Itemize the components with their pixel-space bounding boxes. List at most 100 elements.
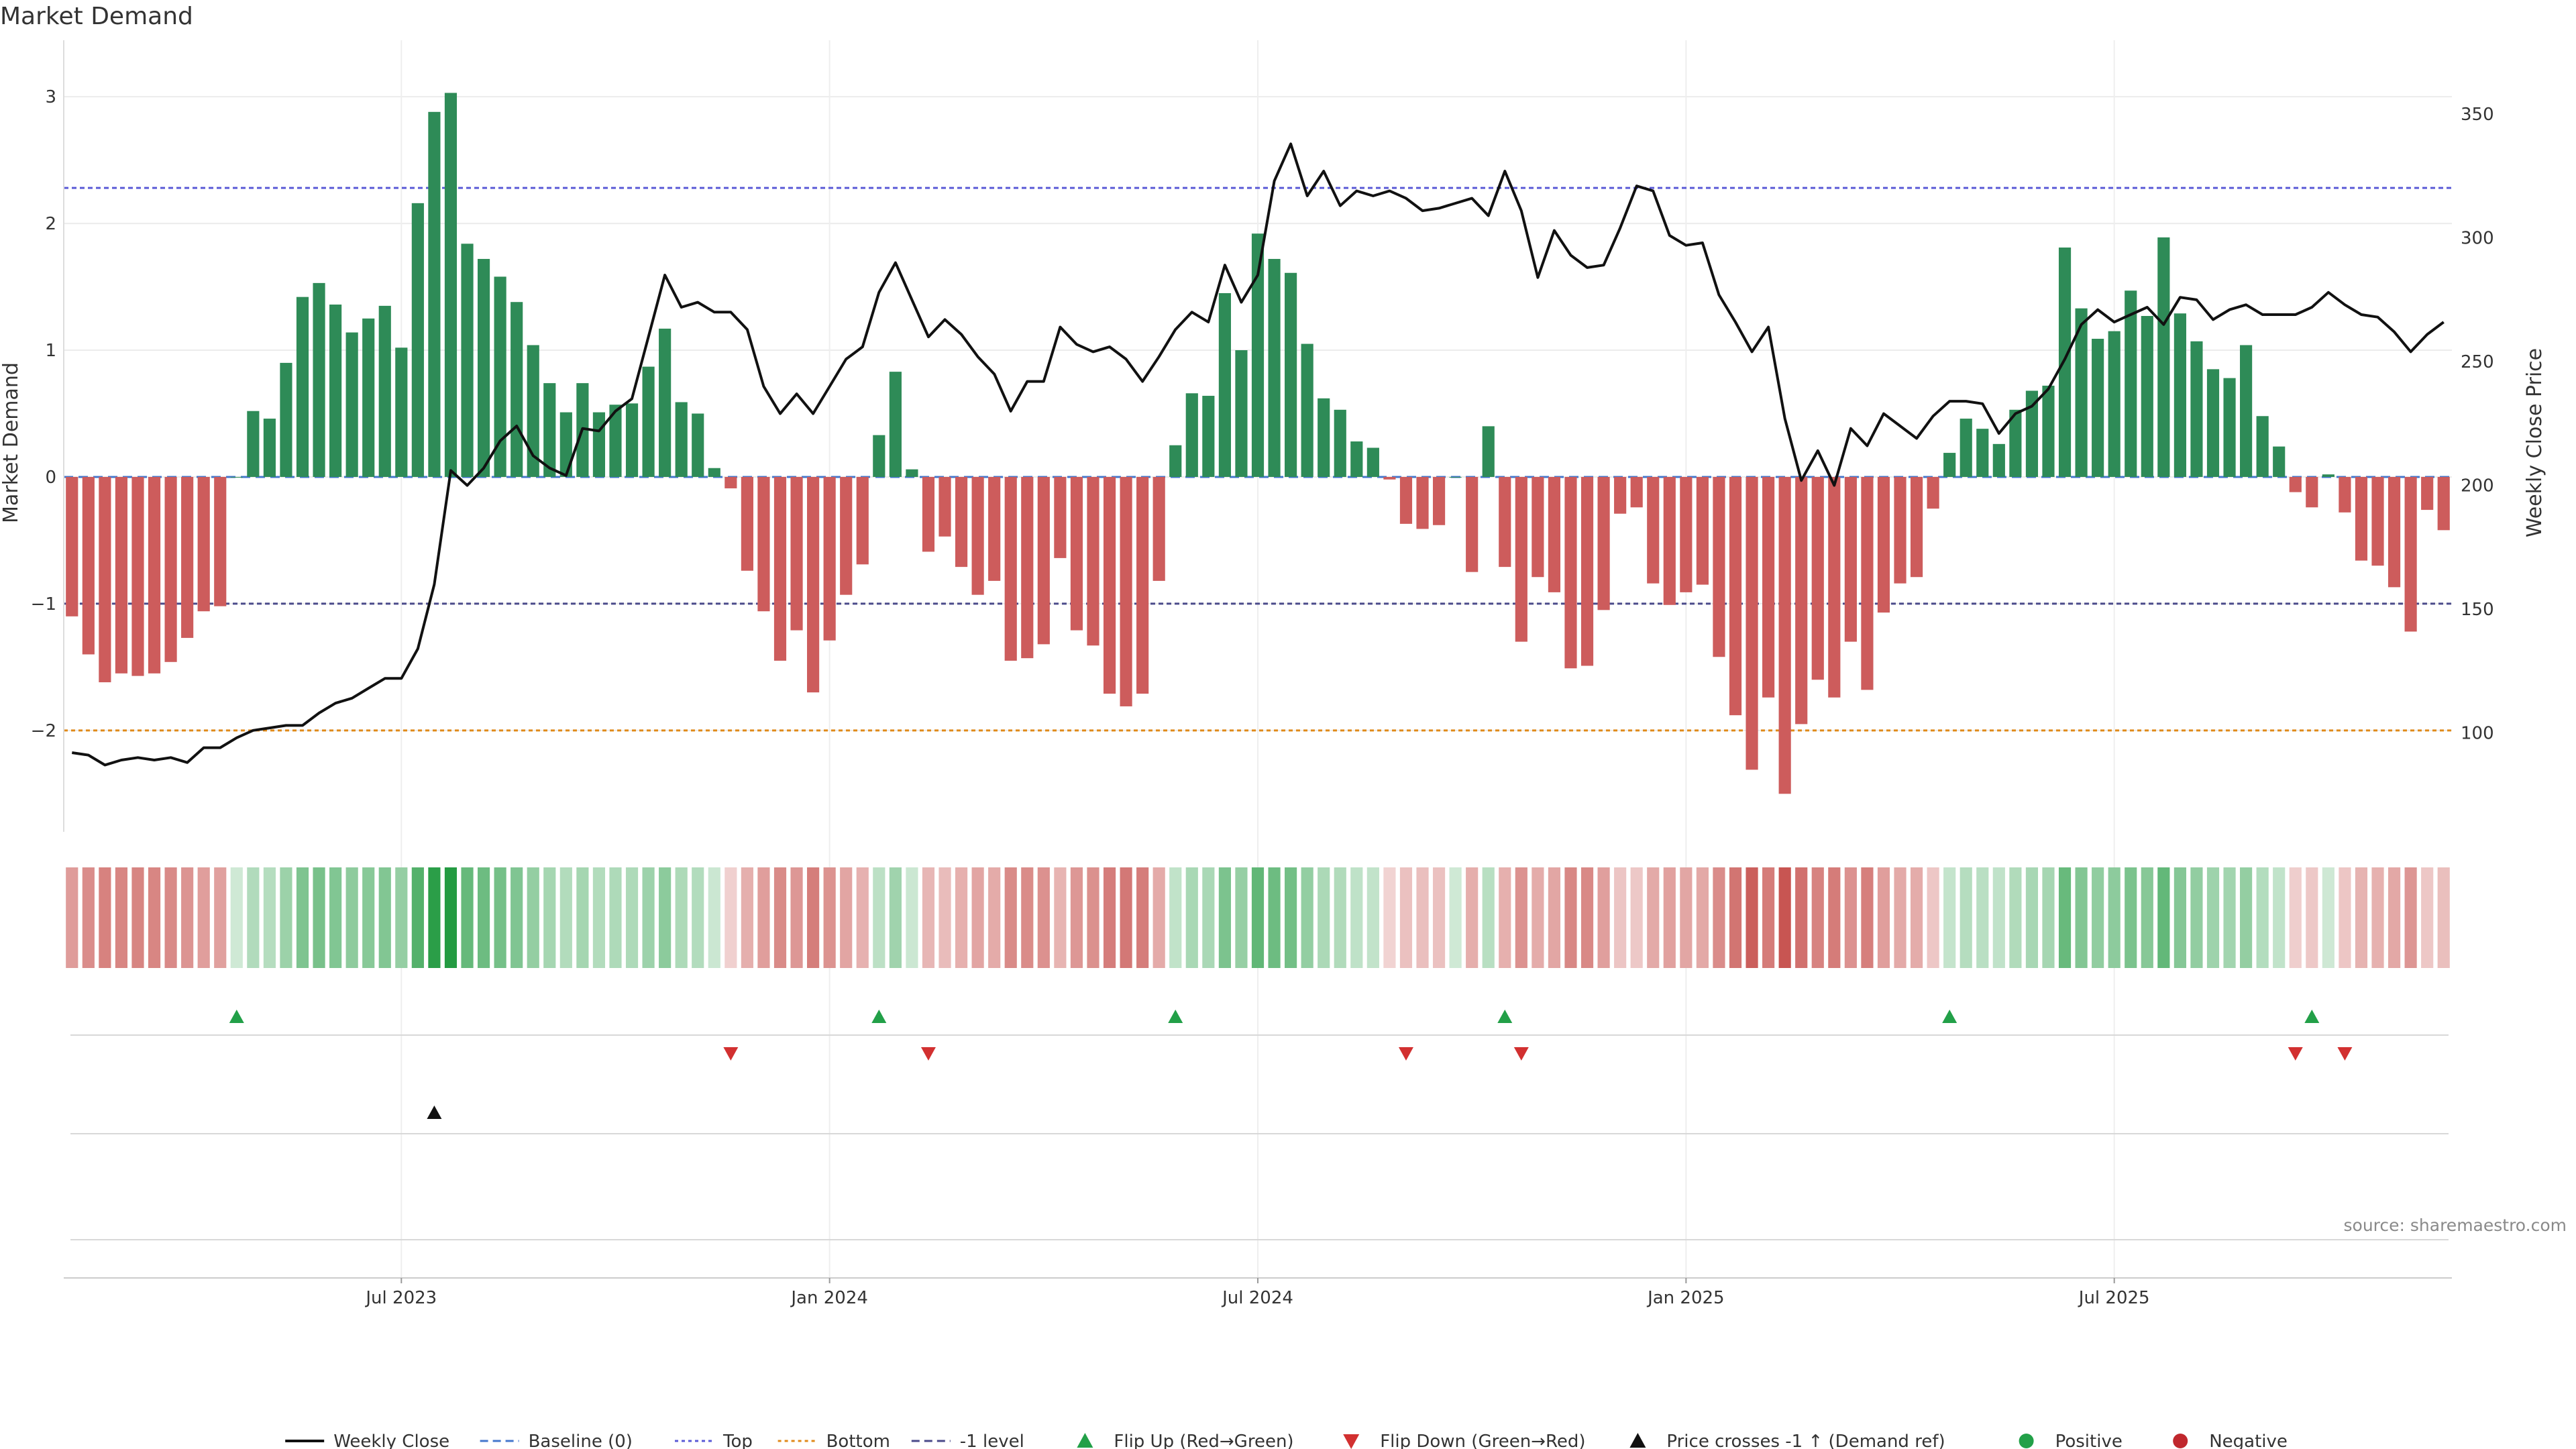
- demand-bar-positive: [511, 302, 523, 477]
- legend-item: Negative: [2173, 1432, 2288, 1449]
- legend-label: Negative: [2209, 1432, 2288, 1449]
- heat-cell: [1103, 867, 1116, 968]
- heat-cell: [1778, 867, 1791, 968]
- demand-bar-positive: [280, 362, 292, 477]
- heat-cell: [1268, 867, 1281, 968]
- demand-bar-negative: [1680, 476, 1693, 592]
- legend-label: Bottom: [826, 1432, 890, 1449]
- heat-cell: [741, 867, 753, 968]
- demand-bar-positive: [2240, 345, 2253, 477]
- demand-bar-negative: [1828, 476, 1841, 698]
- demand-bar-negative: [82, 476, 95, 655]
- heat-cell: [2240, 867, 2253, 968]
- heat-cell: [296, 867, 309, 968]
- demand-bar-negative: [2339, 476, 2351, 513]
- heat-cell: [543, 867, 556, 968]
- heat-cell: [181, 867, 194, 968]
- demand-bar-positive: [395, 347, 408, 477]
- heat-cell: [1449, 867, 1462, 968]
- heat-cell: [2092, 867, 2104, 968]
- legend-item: Positive: [2019, 1432, 2123, 1449]
- y-tick-label: 0: [45, 468, 56, 488]
- demand-bar-negative: [724, 476, 737, 488]
- heat-cell: [395, 867, 408, 968]
- demand-bar-negative: [2289, 476, 2302, 492]
- demand-bar-positive: [2322, 474, 2334, 477]
- heat-cell: [1185, 867, 1198, 968]
- demand-bar-positive: [2092, 339, 2104, 477]
- heat-cell: [2437, 867, 2450, 968]
- demand-bar-negative: [1696, 476, 1709, 585]
- demand-bar-negative: [1647, 476, 1660, 584]
- heat-cell: [873, 867, 885, 968]
- x-tick-label: Jul 2024: [1221, 1288, 1293, 1308]
- demand-bar-negative: [922, 476, 935, 552]
- heat-cell: [807, 867, 820, 968]
- heat-cell: [2371, 867, 2384, 968]
- demand-bar-negative: [1548, 476, 1561, 592]
- demand-bar-negative: [741, 476, 753, 571]
- heat-cell: [2322, 867, 2334, 968]
- y2-tick-label: 300: [2461, 229, 2494, 249]
- demand-bar-negative: [2404, 476, 2417, 632]
- demand-bar-positive: [1334, 409, 1346, 477]
- heat-cell: [1482, 867, 1495, 968]
- heat-cell: [214, 867, 227, 968]
- heat-cell: [1894, 867, 1907, 968]
- flip-up-marker: [1942, 1010, 1957, 1023]
- heat-cell: [1828, 867, 1841, 968]
- heat-cell: [971, 867, 984, 968]
- demand-bar-negative: [1861, 476, 1874, 690]
- demand-bar-negative: [2437, 476, 2450, 531]
- heat-cell: [1580, 867, 1594, 968]
- y2-tick-label: 250: [2461, 352, 2494, 372]
- demand-bar-negative: [971, 476, 984, 595]
- demand-bar-positive: [906, 469, 918, 477]
- heat-cell: [1383, 867, 1396, 968]
- demand-bar-negative: [1004, 476, 1017, 661]
- demand-bar-positive: [527, 345, 539, 477]
- heat-cell: [313, 867, 325, 968]
- flip-down-marker: [920, 1047, 936, 1061]
- demand-bar-positive: [329, 304, 342, 477]
- demand-bar-positive: [494, 276, 506, 477]
- flip-up-marker: [2304, 1010, 2320, 1023]
- flip-down-marker: [1513, 1047, 1529, 1061]
- legend-item: Baseline (0): [480, 1432, 633, 1449]
- demand-bar-positive: [1449, 476, 1462, 478]
- heat-cell: [1532, 867, 1544, 968]
- heat-cell: [592, 867, 606, 968]
- heat-cell: [1713, 867, 1725, 968]
- heat-cell: [1399, 867, 1413, 968]
- demand-bar-negative: [1021, 476, 1034, 659]
- demand-bar-positive: [1218, 292, 1231, 477]
- heat-cell: [1120, 867, 1132, 968]
- heat-cell: [1680, 867, 1693, 968]
- heat-cell: [2223, 867, 2236, 968]
- heat-cell: [1350, 867, 1363, 968]
- heat-cell: [1235, 867, 1248, 968]
- legend-marker-tri-up: [1077, 1433, 1093, 1448]
- demand-bar-negative: [1399, 476, 1413, 524]
- demand-bar-negative: [1811, 476, 1824, 680]
- demand-bar-positive: [378, 305, 391, 477]
- heat-cell: [1251, 867, 1265, 968]
- demand-bar-negative: [1795, 476, 1808, 724]
- demand-bar-negative: [115, 476, 128, 674]
- flip-down-marker: [2337, 1047, 2353, 1061]
- heat-cell: [2355, 867, 2368, 968]
- demand-bar-positive: [2058, 247, 2072, 477]
- x-tick-label: Jan 2025: [1646, 1288, 1725, 1308]
- demand-bar-positive: [428, 111, 441, 477]
- heat-cell: [790, 867, 803, 968]
- heat-cell: [1960, 867, 1972, 968]
- legend-item: Weekly Close: [285, 1432, 449, 1449]
- heat-cell: [1877, 867, 1890, 968]
- demand-bar-positive: [1235, 350, 1248, 477]
- demand-bar-positive: [1366, 447, 1379, 477]
- demand-bar-negative: [790, 476, 803, 631]
- heat-cell: [625, 867, 639, 968]
- legend-item: -1 level: [911, 1432, 1024, 1449]
- demand-bar-positive: [2141, 316, 2153, 477]
- heat-cell: [2206, 867, 2220, 968]
